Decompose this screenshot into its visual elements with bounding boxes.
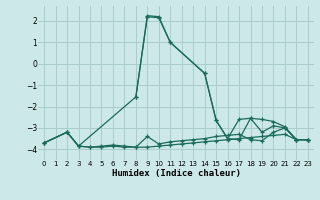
X-axis label: Humidex (Indice chaleur): Humidex (Indice chaleur) bbox=[111, 169, 241, 178]
